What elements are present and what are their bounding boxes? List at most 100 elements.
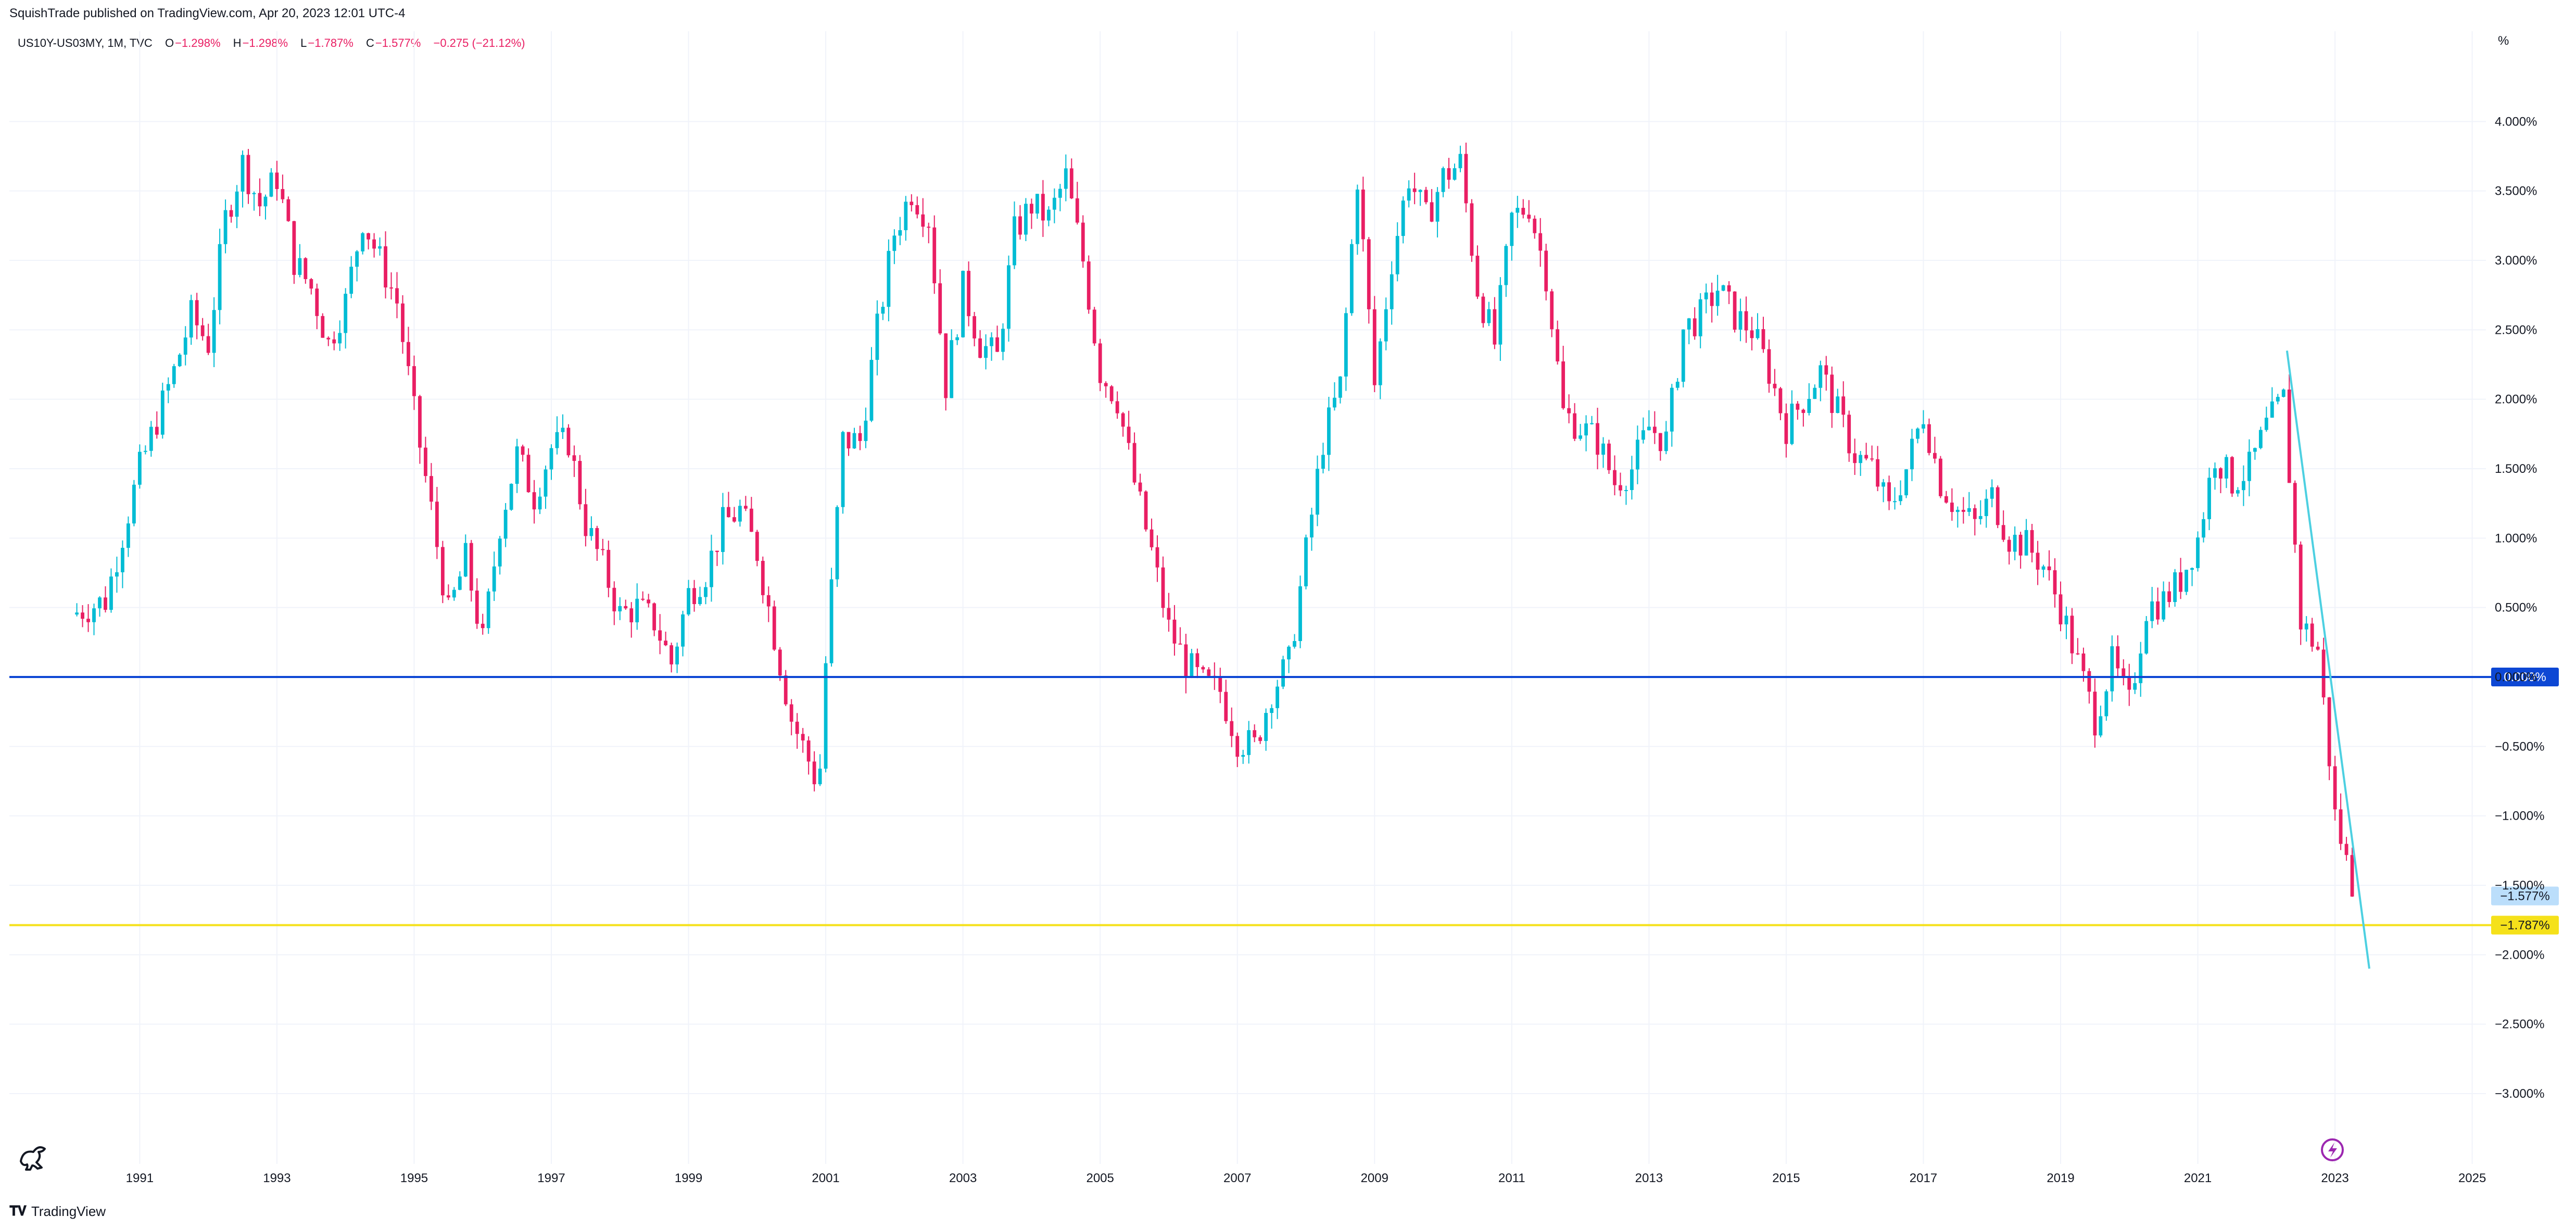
candle-body [858, 433, 862, 441]
legend-symbol: US10Y-US03MY, 1M, TVC [18, 36, 153, 49]
candle-body [1201, 667, 1205, 670]
candle-body [492, 566, 496, 592]
candle-body [1710, 292, 1714, 306]
candle-body [710, 550, 713, 587]
symbol-legend: US10Y-US03MY, 1M, TVC O−1.298% H−1.298% … [18, 36, 525, 50]
candle-body [1298, 586, 1302, 641]
candle-body [755, 532, 759, 561]
candle-body [475, 591, 479, 624]
candle-body [2281, 390, 2285, 397]
candle-body [258, 193, 262, 207]
time-axis[interactable]: 1991 1993 1995 1997 1999 2001 2003 2005 2007 2009… [126, 1171, 2486, 1185]
candle-body [2327, 697, 2331, 767]
dino-icon[interactable] [20, 1146, 46, 1171]
candle-body [446, 595, 450, 598]
candle-body [1601, 443, 1605, 455]
candle-body [355, 251, 359, 267]
candle-body [1241, 755, 1245, 757]
candle-body [549, 448, 553, 470]
candle-body [1756, 329, 1760, 338]
candle-body [1498, 285, 1502, 345]
candle-body [81, 612, 84, 619]
candle-body [1287, 646, 1291, 660]
candle-body [818, 768, 822, 784]
candle-body [778, 649, 782, 676]
candle-body [121, 547, 124, 572]
candle-body [503, 509, 508, 539]
candle-body [766, 595, 771, 607]
candle-body [389, 287, 393, 289]
candle-body [435, 501, 439, 547]
time-tick-label: 2003 [949, 1171, 977, 1185]
candle-body [841, 432, 845, 507]
candle-body [847, 432, 851, 449]
candle-body [1058, 189, 1062, 198]
candle-body [2299, 544, 2303, 630]
candle-body [1270, 708, 1274, 713]
candle-body [1493, 309, 1497, 345]
candle-body [1561, 361, 1565, 408]
candle-body [2041, 566, 2045, 570]
candles-layer [75, 142, 2354, 897]
candle-body [1996, 487, 2000, 525]
candle-body [1344, 313, 1348, 377]
price-chart[interactable]: 0.000% −1.787% −1.577% % 4.000% 3.500% 3.000… [0, 0, 2576, 1198]
price-tick-label: 2.500% [2495, 323, 2537, 337]
price-tick-label: −3.000% [2495, 1087, 2544, 1101]
candle-body [1681, 329, 1685, 382]
trendline-layer[interactable] [2285, 350, 2370, 969]
candle-body [664, 641, 668, 646]
candle-body [1864, 455, 1868, 459]
candle-body [1195, 653, 1199, 667]
candle-body [2270, 401, 2274, 418]
candle-body [1069, 168, 1074, 198]
candle-body [2293, 483, 2297, 545]
price-axis[interactable]: % 4.000% 3.500% 3.000% 2.500% 2.000% 1.500% 1.… [2495, 34, 2544, 1101]
candle-body [1109, 386, 1114, 402]
candle-body [1441, 168, 1445, 192]
bolt-icon[interactable] [2321, 1138, 2344, 1161]
candle-body [1372, 309, 1377, 385]
candle-body [1933, 453, 1937, 459]
candle-body [1550, 291, 1554, 330]
candle-body [2202, 519, 2205, 538]
candle-body [1224, 692, 1228, 721]
candle-body [1790, 404, 1794, 444]
candle-body [1939, 458, 1942, 496]
candle-body [1567, 408, 1571, 413]
candle-body [469, 543, 473, 591]
time-tick-label: 2015 [1772, 1171, 1800, 1185]
candle-body [332, 339, 336, 344]
candle-body [1847, 415, 1851, 454]
candle-body [1150, 529, 1154, 547]
candle-body [246, 155, 250, 194]
candle-body [1876, 459, 1880, 487]
candle-body [1390, 274, 1394, 309]
candle-body [86, 619, 90, 622]
candle-body [1813, 387, 1817, 399]
candle-body [218, 244, 222, 310]
candle-body [2253, 448, 2257, 452]
candle-body [1596, 423, 1599, 455]
candle-body [1899, 495, 1902, 501]
candle-body [2127, 676, 2131, 690]
candle-body [2104, 691, 2108, 717]
candle-body [137, 452, 142, 485]
candle-body [692, 588, 696, 604]
candle-body [881, 307, 885, 314]
candle-body [1738, 311, 1742, 330]
candle-body [1333, 397, 1336, 408]
candle-body [263, 196, 268, 207]
candle-body [652, 603, 656, 631]
candle-body [2304, 623, 2308, 630]
candle-body [1412, 188, 1417, 192]
legend-change: −0.275 (−21.12%) [433, 36, 525, 49]
candle-body [1510, 212, 1514, 246]
time-tick-label: 2021 [2184, 1171, 2212, 1185]
candle-body [589, 528, 594, 536]
candle-body [944, 333, 948, 398]
candle-body [2053, 570, 2057, 595]
candle-body [281, 189, 285, 199]
candle-body [532, 492, 536, 510]
tradingview-brand[interactable]: 𝐓𝐕 TradingView [9, 1203, 106, 1220]
